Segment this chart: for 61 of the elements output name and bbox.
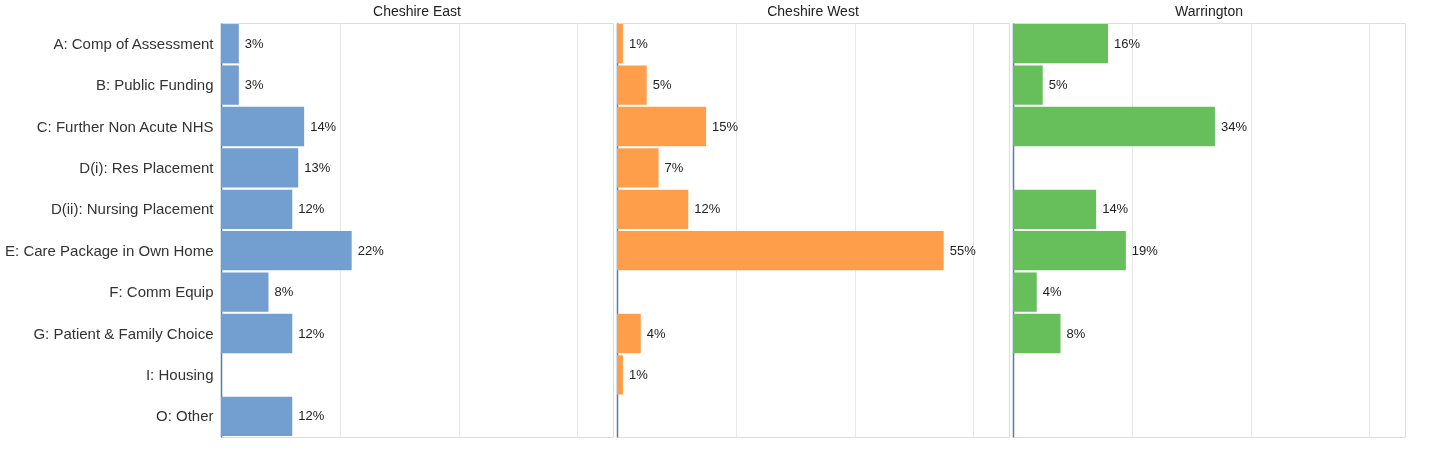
bar [617, 65, 647, 105]
data-label: 3% [244, 35, 265, 51]
bar [617, 231, 944, 271]
data-label: 14% [1102, 201, 1129, 217]
y-tick-label: F: Comm Equip [109, 283, 214, 301]
bar [617, 189, 689, 229]
data-label: 5% [1048, 77, 1068, 93]
bar [617, 106, 707, 147]
bar [221, 65, 239, 105]
data-label: 4% [1042, 284, 1062, 300]
bar [221, 24, 239, 64]
data-label: 5% [652, 77, 672, 93]
data-label: 1% [628, 35, 649, 51]
bar [1013, 313, 1061, 354]
data-label: 19% [1131, 242, 1159, 258]
bar [1013, 231, 1126, 271]
data-label: 12% [298, 325, 325, 341]
y-tick-label: C: Further Non Acute NHS [36, 117, 214, 135]
bar [221, 106, 305, 147]
data-label: 8% [274, 284, 294, 300]
data-label: 12% [694, 201, 721, 217]
bar [221, 189, 293, 229]
bar [221, 148, 299, 188]
data-label: 12% [298, 201, 325, 217]
bar [1013, 272, 1037, 312]
y-tick-label: D(i): Res Placement [79, 158, 215, 176]
bar [1013, 189, 1097, 229]
data-label: 34% [1220, 118, 1248, 134]
data-label: 4% [646, 325, 666, 341]
bar [617, 24, 623, 64]
chart-title: Cheshire West [767, 3, 859, 19]
bar [1013, 106, 1215, 147]
bar [221, 272, 269, 312]
bar [617, 148, 659, 188]
bar [1013, 65, 1043, 105]
data-label: 55% [949, 242, 977, 258]
chart-title: Cheshire East [373, 3, 462, 19]
data-label: 1% [628, 366, 649, 382]
y-tick-label: G: Patient & Family Choice [33, 324, 214, 342]
y-tick-label: I: Housing [145, 365, 214, 383]
y-tick-label: B: Public Funding [95, 76, 214, 94]
data-label: 7% [664, 159, 684, 175]
bar [221, 231, 352, 271]
y-tick-label: O: Other [155, 407, 214, 425]
y-tick-label: A: Comp of Assessment [53, 34, 215, 52]
data-label: 12% [298, 408, 325, 424]
y-tick-label: D(ii): Nursing Placement [50, 200, 215, 218]
chart-title: Warrington [1175, 3, 1243, 19]
data-label: 8% [1066, 325, 1086, 341]
bar [1013, 24, 1109, 64]
data-label: 3% [244, 77, 265, 93]
data-label: 15% [712, 118, 739, 134]
bar [617, 313, 641, 354]
data-label: 14% [310, 118, 337, 134]
bar [617, 355, 623, 395]
data-label: 13% [304, 159, 331, 175]
bar [221, 313, 293, 354]
y-tick-label: E: Care Package in Own Home [5, 241, 214, 259]
data-label: 16% [1114, 35, 1141, 51]
bar [221, 396, 293, 436]
data-label: 22% [357, 242, 385, 258]
